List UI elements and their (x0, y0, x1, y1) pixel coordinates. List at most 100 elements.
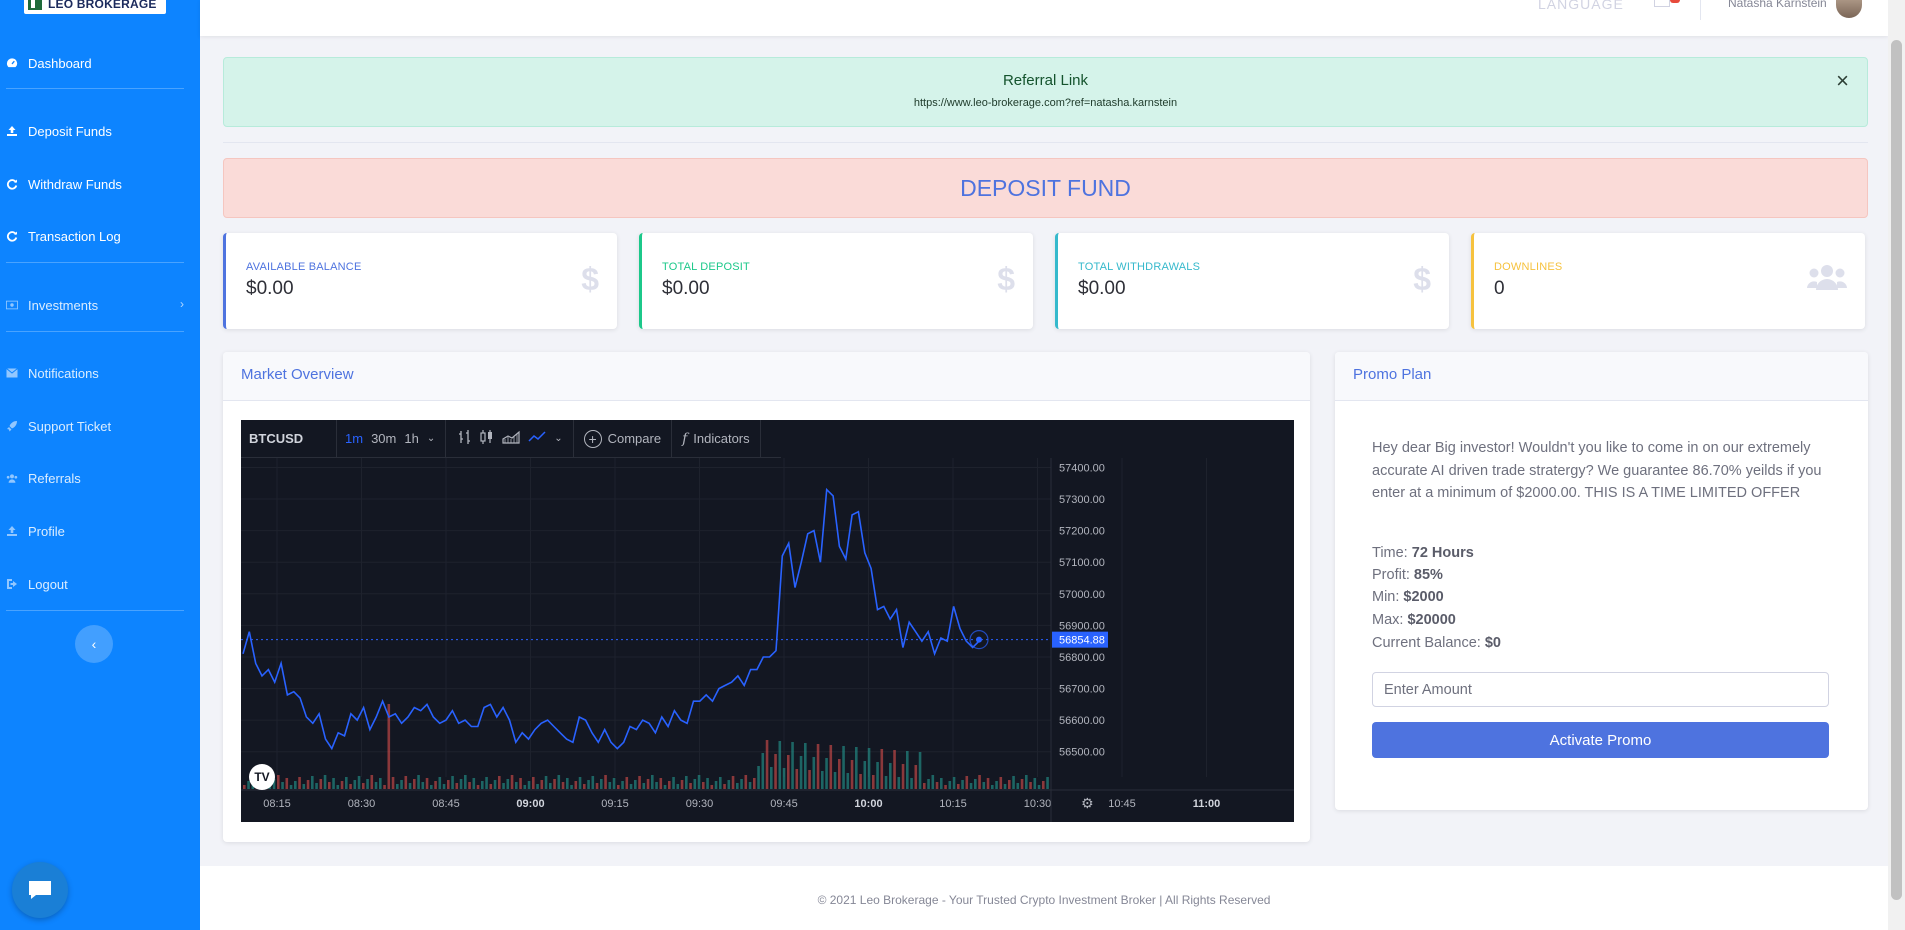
stat-value: $0.00 (662, 278, 710, 299)
chevron-down-icon[interactable]: ⌄ (426, 433, 436, 444)
volume-bar (812, 757, 816, 789)
promo-current-balance: Current Balance: $0 (1372, 635, 1501, 651)
bar-style-icon[interactable] (458, 429, 472, 448)
volume-bar (680, 780, 684, 789)
volume-bar (961, 780, 964, 789)
area-style-icon[interactable] (502, 430, 520, 447)
scrollbar-thumb[interactable] (1891, 40, 1902, 900)
promo-row-value: 85% (1413, 567, 1443, 583)
page-scrollbar[interactable] (1888, 0, 1905, 930)
sidebar-toggle-button[interactable]: ‹ (75, 625, 113, 663)
volume-bar (838, 759, 841, 789)
volume-bar (1042, 781, 1045, 789)
volume-bar (719, 777, 722, 789)
candle-style-icon[interactable] (480, 429, 494, 448)
avatar[interactable] (1836, 0, 1862, 18)
volume-bar (430, 785, 433, 789)
price-chart[interactable]: BTCUSD 1m 30m 1h ⌄ ⌄ + Compare (241, 419, 1294, 822)
volume-bar (544, 776, 548, 789)
line-style-icon[interactable] (528, 431, 546, 446)
volume-bar (748, 782, 752, 789)
chevron-down-icon[interactable]: ⌄ (554, 433, 563, 444)
volume-bar (808, 770, 811, 789)
sidebar-item-deposit-funds[interactable]: Deposit Funds (6, 121, 186, 141)
interval-1h[interactable]: 1h (404, 431, 419, 446)
toolbar-divider (572, 419, 574, 458)
volume-bar (740, 779, 743, 789)
volume-bar (404, 776, 408, 789)
volume-bar (770, 767, 773, 789)
sidebar-item-notifications[interactable]: Notifications (6, 363, 186, 383)
stat-card-downlines: DOWNLINES 0 (1471, 233, 1865, 329)
sidebar-item-transaction-log[interactable]: Transaction Log (6, 226, 186, 246)
user-name[interactable]: Natasha Karnstein (1728, 0, 1827, 10)
volume-bar (285, 778, 289, 789)
interval-1m[interactable]: 1m (345, 431, 364, 446)
language-selector[interactable]: LANGUAGE (1538, 0, 1624, 12)
volume-bar (485, 777, 488, 789)
stat-label: TOTAL WITHDRAWALS (1078, 261, 1201, 273)
volume-bar (362, 783, 365, 789)
interval-30m[interactable]: 30m (371, 431, 397, 446)
volume-bar (434, 781, 437, 789)
stat-card-available-balance: AVAILABLE BALANCE $0.00 $ (223, 233, 617, 329)
volume-bar (289, 785, 293, 789)
sidebar-item-profile[interactable]: Profile (6, 521, 186, 541)
plus-circle-icon: + (583, 429, 602, 448)
tradingview-logo-icon[interactable]: TV (249, 764, 275, 790)
x-tick-label: 10:00 (854, 798, 882, 810)
envelope-icon[interactable] (1654, 0, 1670, 7)
chart-canvas[interactable]: 57400.00 57300.00 57200.00 57100.00 57000.00… (241, 458, 1294, 822)
volume-bar (523, 785, 527, 789)
volume-bar (328, 782, 331, 789)
sidebar-item-dashboard[interactable]: Dashboard (6, 53, 186, 73)
promo-amount-input[interactable] (1372, 672, 1829, 707)
activate-promo-button[interactable]: Activate Promo (1372, 722, 1829, 758)
sidebar-item-investments[interactable]: Investments › (6, 295, 186, 315)
volume-bar (859, 774, 862, 789)
sidebar-item-label: Deposit Funds (28, 123, 112, 139)
brand-logo[interactable]: LEO BROKERAGE (24, 0, 166, 14)
volume-bar (502, 783, 505, 789)
promo-plan-panel: Promo Plan Hey dear Big investor! Wouldn… (1335, 352, 1868, 810)
volume-bar (799, 756, 803, 789)
sidebar-item-logout[interactable]: Logout (6, 574, 186, 594)
refresh-icon (6, 178, 18, 190)
volume-bar (438, 777, 442, 789)
volume-bar (566, 778, 569, 789)
volume-bar (999, 777, 1003, 789)
settings-gear-icon: ⚙ (1081, 796, 1094, 812)
volume-bar (600, 779, 603, 789)
promo-row-label: Min: (1372, 589, 1404, 605)
volume-bar (583, 784, 586, 789)
close-icon[interactable]: × (1836, 68, 1849, 93)
promo-row-label: Current Balance: (1372, 635, 1485, 651)
chart-symbol[interactable]: BTCUSD (241, 419, 337, 458)
volume-bar (825, 758, 828, 789)
volume-bar (706, 778, 709, 789)
refresh-icon (6, 230, 18, 242)
stat-label: TOTAL DEPOSIT (662, 261, 750, 273)
sidebar-item-label: Withdraw Funds (28, 176, 122, 192)
volume-bar (519, 778, 522, 789)
volume-bar (417, 775, 420, 789)
compare-button[interactable]: + Compare (583, 429, 661, 448)
volume-bar (723, 784, 726, 789)
sidebar-item-withdraw-funds[interactable]: Withdraw Funds (6, 174, 186, 194)
volume-bar (676, 784, 680, 789)
stat-label: AVAILABLE BALANCE (246, 261, 362, 273)
indicators-button[interactable]: f Indicators (682, 431, 750, 447)
sidebar-item-referrals[interactable]: Referrals (6, 468, 186, 488)
x-tick-label: 10:45 (1108, 798, 1136, 810)
referral-link[interactable]: https://www.leo-brokerage.com?ref=natash… (913, 97, 1178, 109)
sidebar-item-label: Dashboard (28, 55, 92, 71)
live-chat-button[interactable] (12, 862, 68, 918)
volume-bar (668, 781, 671, 789)
volume-bar (744, 775, 748, 789)
volume-bar (906, 751, 909, 789)
volume-bar (608, 782, 612, 789)
x-tick-label: 10:15 (939, 798, 967, 810)
volume-bar (595, 783, 599, 789)
volume-bar (447, 780, 450, 789)
sidebar-item-support-ticket[interactable]: Support Ticket (6, 416, 186, 436)
